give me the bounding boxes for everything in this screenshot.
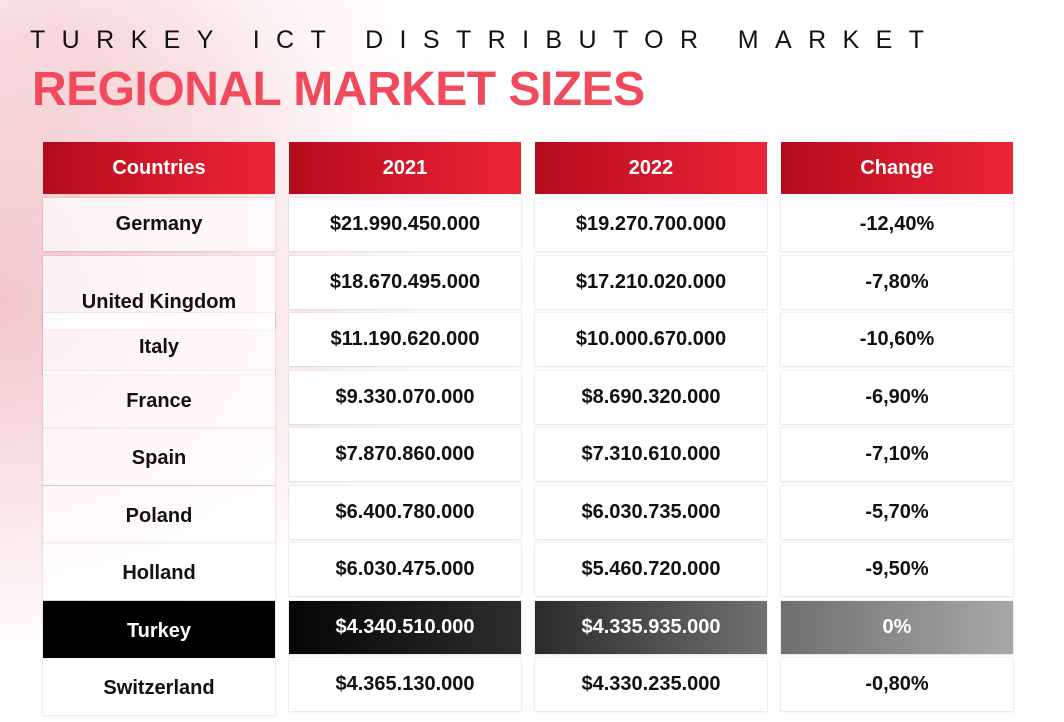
- column-header-countries: Countries: [43, 142, 275, 194]
- change-cell: -6,90%: [781, 371, 1013, 424]
- value-2022-cell: $7.310.610.000: [535, 428, 767, 481]
- table-column-change: Change -12,40% -7,80% -10,60% -6,90% -7,10% -…: [781, 142, 1013, 711]
- country-cell: Switzerland: [43, 658, 275, 715]
- value-2022-cell: $10.000.670.000: [535, 313, 767, 366]
- change-cell: -5,70%: [781, 486, 1013, 539]
- change-cell: -7,10%: [781, 428, 1013, 481]
- value-2021-cell: $6.030.475.000: [289, 543, 521, 596]
- change-cell: -12,40%: [781, 198, 1013, 251]
- value-2021-cell: $7.870.860.000: [289, 428, 521, 481]
- value-2021-cell: $21.990.450.000: [289, 198, 521, 251]
- value-2021-cell: $4.340.510.000: [289, 601, 521, 654]
- table-column-2022: 2022 $19.270.700.000 $17.210.020.000 $10.0…: [535, 142, 767, 711]
- change-cell: -10,60%: [781, 313, 1013, 366]
- change-cell: -9,50%: [781, 543, 1013, 596]
- country-cell: Poland: [43, 486, 275, 543]
- column-header-2021: 2021: [289, 142, 521, 194]
- value-2022-cell: $4.335.935.000: [535, 601, 767, 654]
- value-2021-cell: $11.190.620.000: [289, 313, 521, 366]
- value-2022-cell: $5.460.720.000: [535, 543, 767, 596]
- value-2022-cell: $17.210.020.000: [535, 256, 767, 309]
- value-2022-cell: $6.030.735.000: [535, 486, 767, 539]
- change-cell: -0,80%: [781, 658, 1013, 711]
- value-2021-cell: $18.670.495.000: [289, 256, 521, 309]
- country-cell: Turkey: [43, 601, 275, 658]
- change-cell: 0%: [781, 601, 1013, 654]
- table-column-2021: 2021 $21.990.450.000 $18.670.495.000 $11.1…: [289, 142, 521, 711]
- country-cell: Spain: [43, 428, 275, 485]
- page-kicker: TURKEY ICT DISTRIBUTOR MARKET: [30, 26, 941, 54]
- value-2021-cell: $9.330.070.000: [289, 371, 521, 424]
- country-cell: France: [43, 371, 275, 428]
- change-cell: -7,80%: [781, 256, 1013, 309]
- value-2021-cell: $6.400.780.000: [289, 486, 521, 539]
- column-header-change: Change: [781, 142, 1013, 194]
- value-2022-cell: $8.690.320.000: [535, 371, 767, 424]
- page-title: REGIONAL MARKET SIZES: [32, 63, 645, 116]
- value-2021-cell: $4.365.130.000: [289, 658, 521, 711]
- column-header-2022: 2022: [535, 142, 767, 194]
- country-cell: Italy: [43, 313, 275, 374]
- country-cell: Germany: [43, 198, 275, 251]
- country-cell: Holland: [43, 543, 275, 600]
- table-column-countries: Countries Germany United Kingdom Italy Fran…: [43, 142, 275, 715]
- value-2022-cell: $4.330.235.000: [535, 658, 767, 711]
- value-2022-cell: $19.270.700.000: [535, 198, 767, 251]
